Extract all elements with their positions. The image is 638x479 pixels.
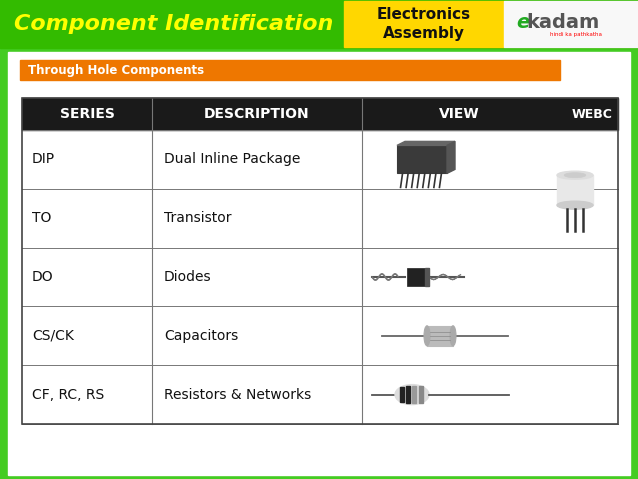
Text: e: e bbox=[516, 12, 530, 32]
Text: CS/CK: CS/CK bbox=[32, 329, 74, 343]
Text: Dual Inline Package: Dual Inline Package bbox=[164, 152, 300, 166]
Bar bbox=[22, 98, 618, 424]
Bar bbox=[407, 268, 429, 286]
Ellipse shape bbox=[424, 326, 430, 346]
Bar bbox=[22, 98, 618, 424]
Ellipse shape bbox=[557, 171, 593, 179]
Text: DIP: DIP bbox=[32, 152, 55, 166]
Text: VIEW: VIEW bbox=[439, 107, 480, 121]
Text: Resistors & Networks: Resistors & Networks bbox=[164, 388, 311, 401]
Bar bbox=[8, 52, 630, 475]
Bar bbox=[425, 268, 429, 286]
Text: kadam: kadam bbox=[526, 12, 599, 32]
Bar bbox=[427, 326, 453, 346]
Polygon shape bbox=[447, 141, 455, 173]
Ellipse shape bbox=[450, 326, 456, 346]
Text: WEBC: WEBC bbox=[572, 107, 613, 121]
Bar bbox=[20, 60, 560, 80]
Bar bbox=[504, 1, 638, 47]
Text: SERIES: SERIES bbox=[59, 107, 114, 121]
Bar bbox=[0, 0, 638, 48]
Text: hindi ka pathkatha: hindi ka pathkatha bbox=[550, 32, 602, 36]
Ellipse shape bbox=[395, 385, 429, 405]
Ellipse shape bbox=[564, 173, 586, 178]
Bar bbox=[419, 386, 423, 403]
Bar bbox=[22, 98, 618, 130]
Text: Component Identification: Component Identification bbox=[14, 14, 334, 34]
Text: Diodes: Diodes bbox=[164, 270, 212, 284]
Ellipse shape bbox=[557, 201, 593, 209]
Text: Electronics
Assembly: Electronics Assembly bbox=[377, 7, 471, 41]
Text: Transistor: Transistor bbox=[164, 211, 232, 225]
Text: TO: TO bbox=[32, 211, 52, 225]
Bar bbox=[344, 1, 504, 47]
Text: Through Hole Components: Through Hole Components bbox=[28, 64, 204, 77]
Bar bbox=[406, 386, 410, 403]
Bar bbox=[557, 175, 593, 205]
Bar bbox=[412, 386, 416, 403]
Bar bbox=[400, 387, 404, 402]
Text: CF, RC, RS: CF, RC, RS bbox=[32, 388, 104, 401]
Text: Capacitors: Capacitors bbox=[164, 329, 238, 343]
Text: DESCRIPTION: DESCRIPTION bbox=[204, 107, 310, 121]
Text: DO: DO bbox=[32, 270, 54, 284]
Bar bbox=[397, 146, 447, 173]
Polygon shape bbox=[397, 141, 455, 146]
